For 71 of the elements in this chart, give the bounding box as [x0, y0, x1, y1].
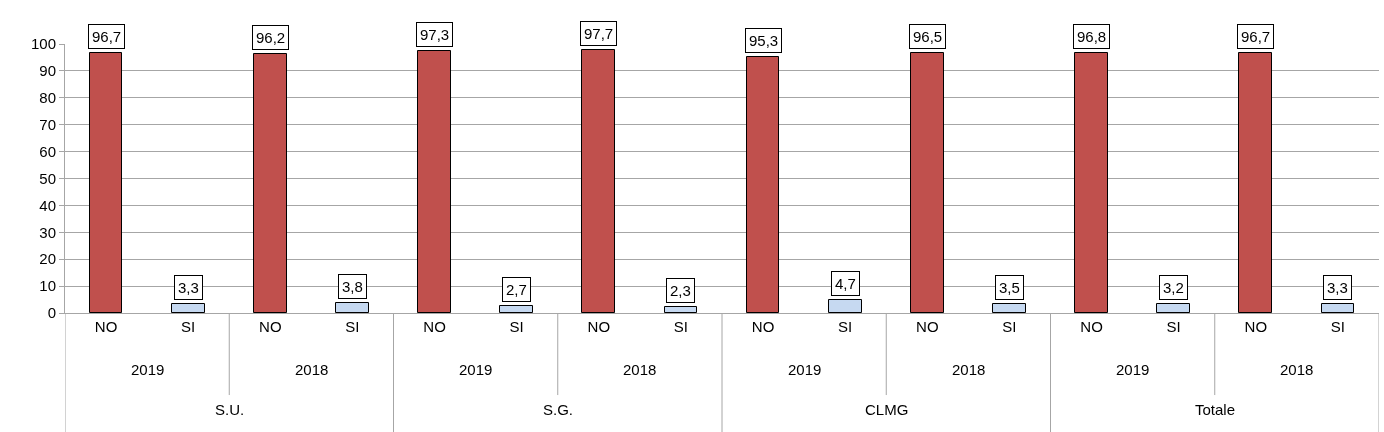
bar	[1238, 52, 1272, 313]
x-tick-label: SI	[838, 318, 853, 335]
x-tick-label: NO	[259, 318, 282, 335]
y-tick-label: 80	[39, 89, 56, 107]
data-label: 3,8	[342, 278, 363, 295]
x-tick-label: NO	[423, 318, 446, 335]
x-tick-label: NO	[587, 318, 611, 335]
bar	[828, 299, 862, 313]
y-tick-label: 60	[39, 142, 56, 160]
bar	[1074, 52, 1108, 313]
y-tick-label: 70	[39, 115, 56, 133]
x-tick-label: NO	[1244, 318, 1268, 335]
x-tick-label: SI	[1330, 318, 1346, 335]
data-label: 95,3	[749, 32, 779, 49]
x-tick-label: NO	[916, 318, 939, 335]
bar	[253, 53, 287, 313]
y-tick-label: 90	[39, 62, 56, 80]
data-label: 96,5	[913, 28, 943, 45]
text: 2018	[1280, 361, 1314, 378]
y-tick-label: 30	[39, 223, 56, 241]
bar	[992, 303, 1026, 313]
y-tick-label: 50	[39, 169, 56, 187]
bar	[910, 52, 944, 313]
bar	[664, 306, 697, 313]
x-tick-label: SI	[673, 318, 689, 335]
x-tick-label: SI	[509, 318, 524, 335]
bar	[499, 305, 533, 313]
text: S.U.	[215, 401, 245, 418]
text: 2019	[1116, 361, 1150, 378]
text: 2018	[295, 361, 329, 378]
x-tick-label: SI	[1002, 318, 1017, 335]
bar	[89, 52, 122, 313]
data-label: 96,7	[92, 28, 122, 45]
data-label: 4,7	[835, 275, 856, 292]
bar	[581, 49, 615, 313]
data-label: 3,3	[1327, 279, 1348, 296]
x-tick-label: SI	[181, 318, 196, 335]
data-label: 96,2	[256, 29, 286, 46]
x-tick-label: NO	[1080, 318, 1103, 335]
text: Totale	[1195, 401, 1236, 418]
bar	[171, 303, 205, 313]
data-label: 97,3	[420, 26, 450, 43]
y-tick-label: 0	[47, 304, 56, 322]
data-label: 96,7	[1241, 28, 1271, 45]
data-label: 2,7	[506, 281, 527, 298]
data-label: 3,2	[1163, 279, 1184, 296]
data-label: 3,5	[999, 279, 1020, 296]
y-tick-label: 40	[39, 196, 56, 214]
x-tick-label: SI	[1166, 318, 1181, 335]
y-tick-label: 100	[30, 35, 56, 53]
text: S.G.	[543, 401, 574, 418]
bar	[417, 50, 451, 313]
bar	[1156, 303, 1190, 313]
y-tick-label: 20	[39, 250, 56, 268]
text: 2018	[952, 361, 986, 378]
text: 2019	[131, 361, 165, 378]
data-label: 96,8	[1077, 28, 1107, 45]
data-label: 97,7	[584, 25, 614, 42]
text: CLMG	[865, 401, 909, 418]
x-tick-label: NO	[94, 318, 118, 335]
y-tick-label: 10	[39, 277, 56, 295]
data-label: 3,3	[178, 279, 199, 296]
data-label: 2,3	[670, 282, 691, 299]
bar	[335, 302, 369, 313]
x-tick-label: SI	[345, 318, 360, 335]
text: 2019	[788, 361, 822, 378]
text: 2018	[623, 361, 657, 378]
text: 2019	[459, 361, 493, 378]
bar	[746, 56, 779, 313]
x-tick-label: NO	[751, 318, 775, 335]
bar	[1321, 303, 1354, 313]
